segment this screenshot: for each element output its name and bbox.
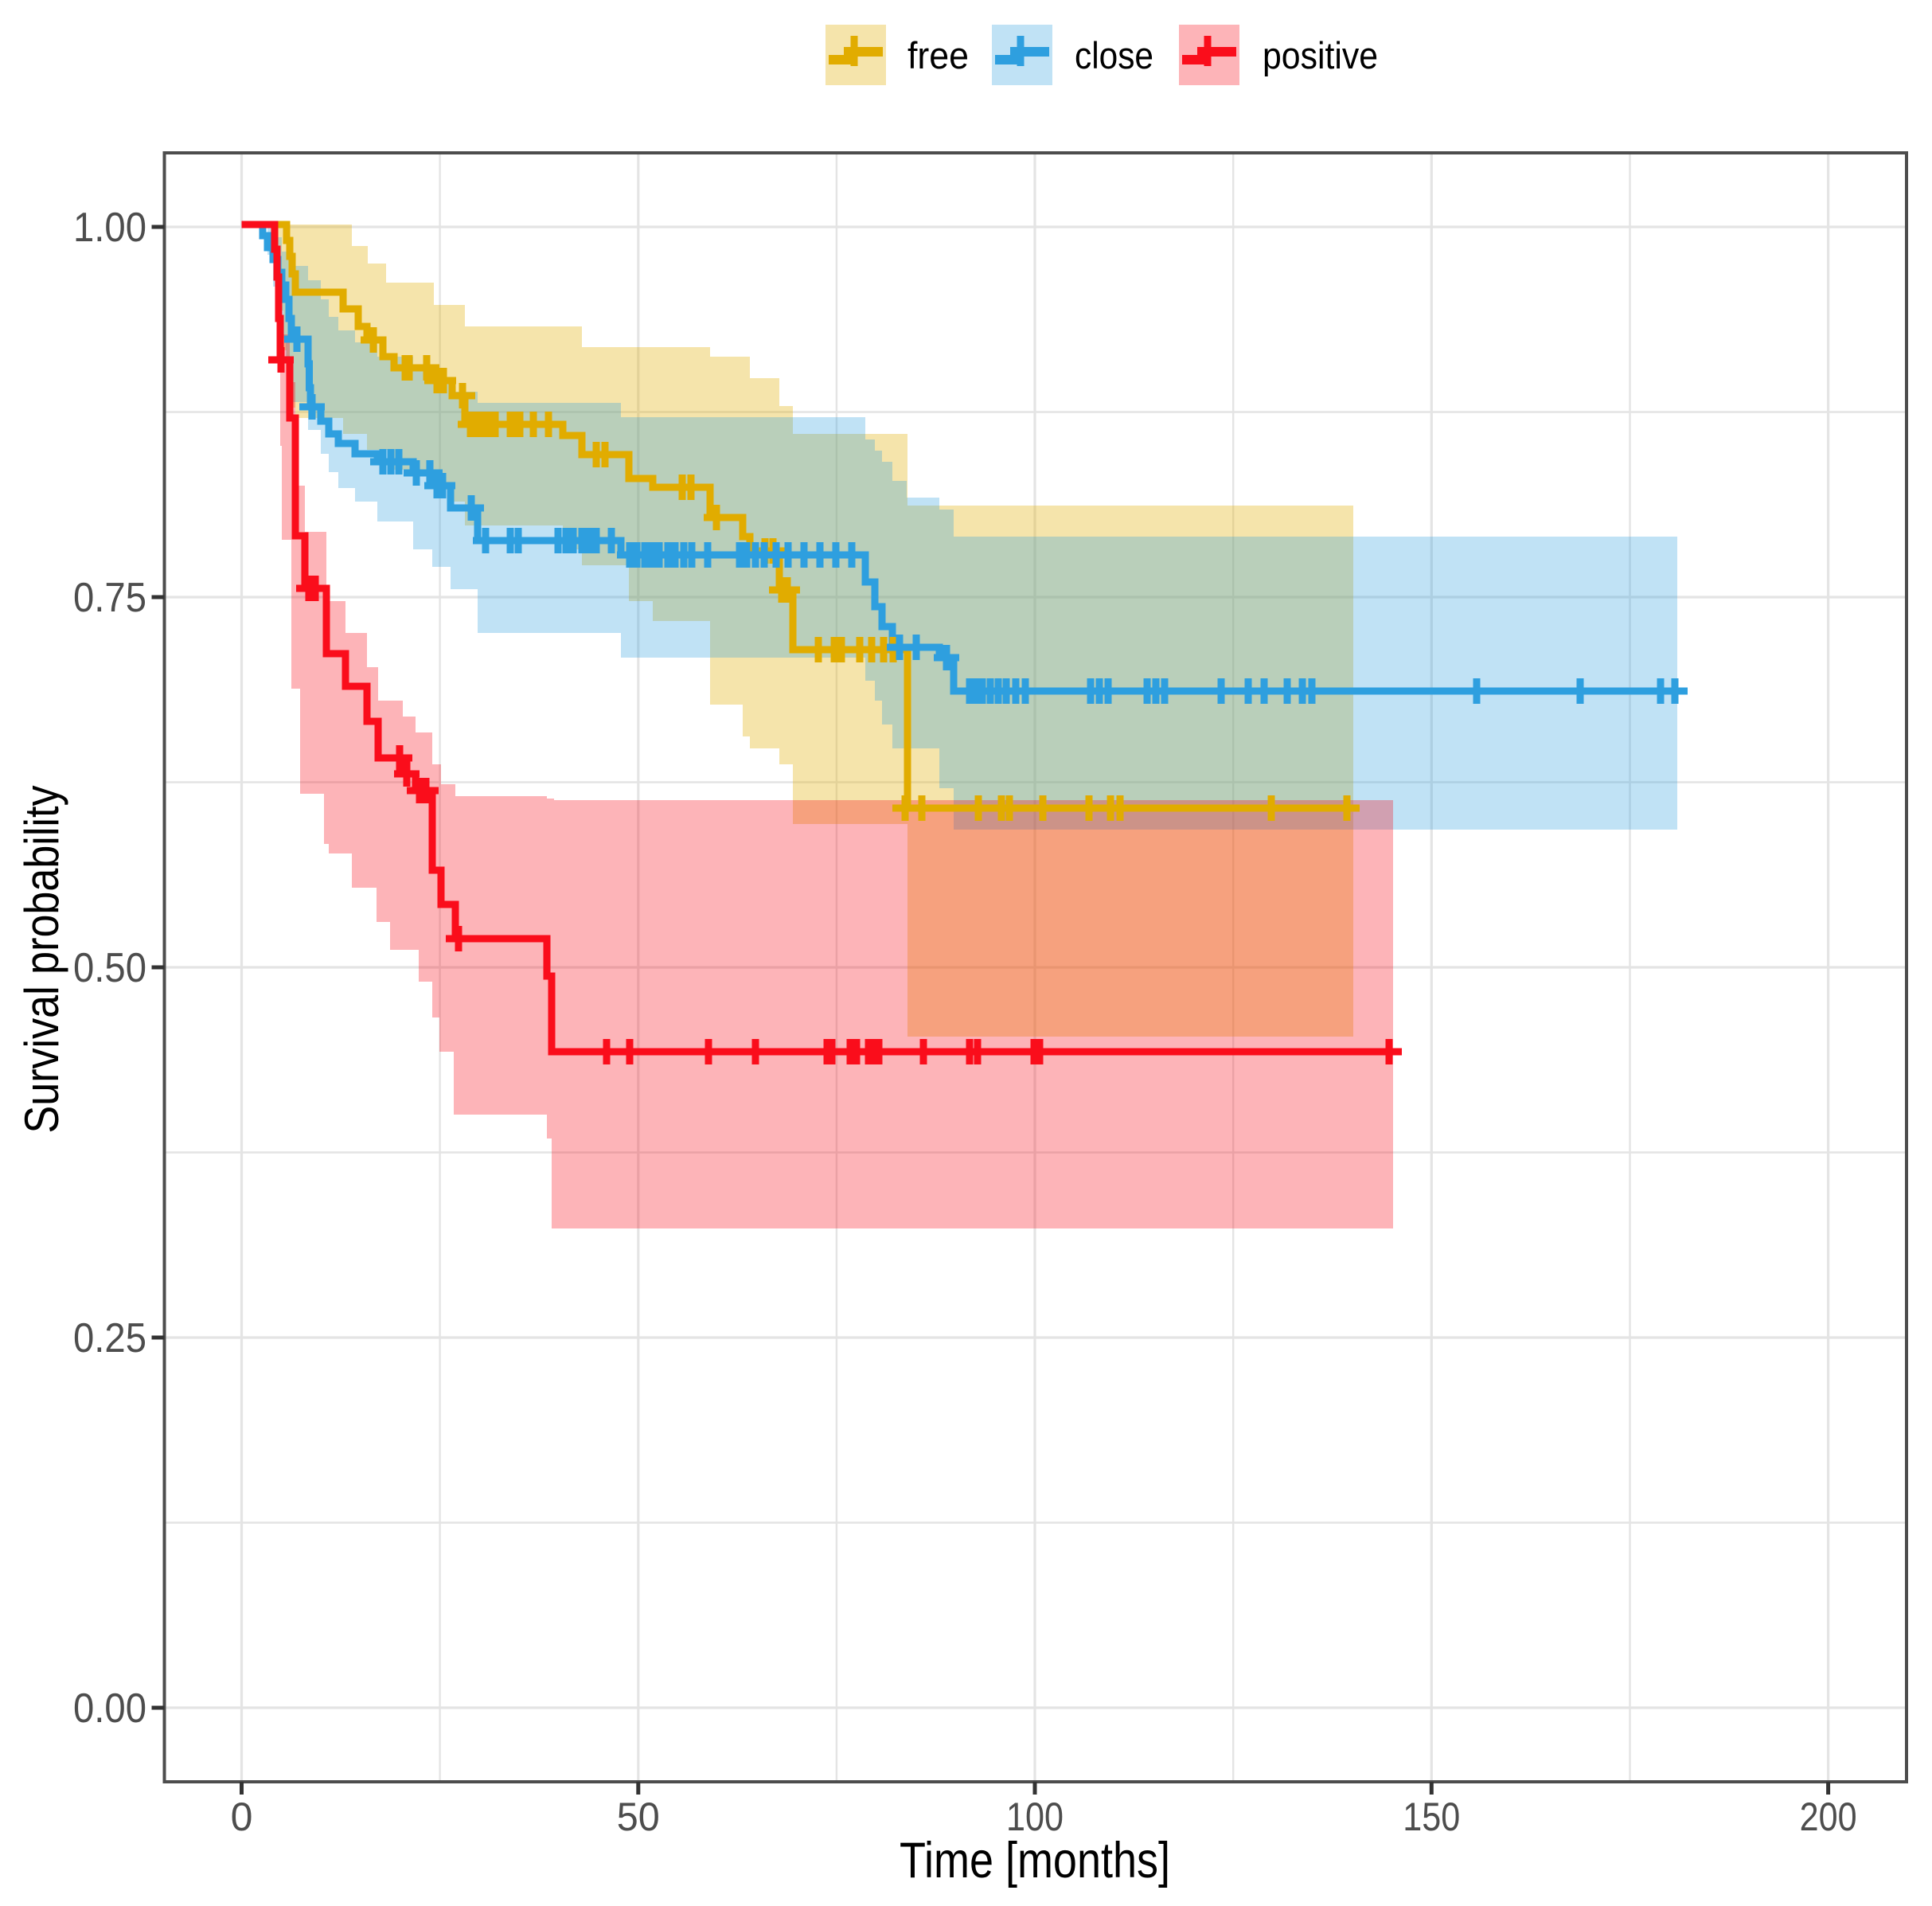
svg-text:200: 200 — [1800, 1795, 1857, 1839]
svg-text:150: 150 — [1403, 1795, 1460, 1839]
svg-text:Time [months]: Time [months] — [900, 1833, 1170, 1888]
svg-text:0.00: 0.00 — [73, 1685, 146, 1732]
svg-text:positive: positive — [1263, 34, 1378, 76]
svg-text:0.25: 0.25 — [73, 1315, 146, 1361]
svg-text:0.50: 0.50 — [73, 945, 146, 991]
svg-text:100: 100 — [1006, 1795, 1064, 1839]
svg-text:Survival probability: Survival probability — [15, 786, 68, 1134]
svg-text:50: 50 — [617, 1795, 660, 1839]
svg-text:0.75: 0.75 — [73, 575, 146, 621]
svg-text:close: close — [1075, 34, 1153, 76]
svg-text:free: free — [907, 34, 969, 76]
svg-text:0: 0 — [231, 1795, 253, 1839]
svg-text:1.00: 1.00 — [73, 205, 146, 251]
